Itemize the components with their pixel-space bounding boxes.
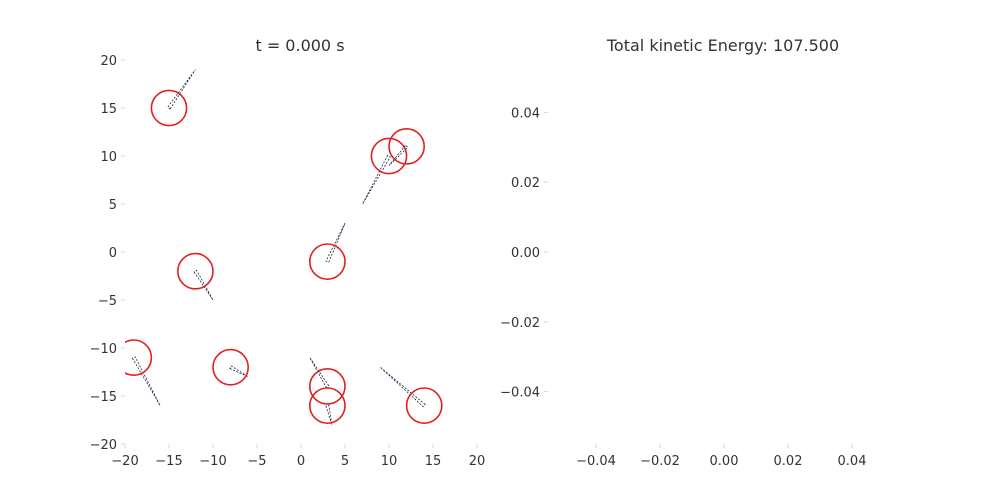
right-x-axis: −0.04 −0.02 0.00 0.02 0.04 (576, 444, 866, 469)
particle-marker (212, 348, 250, 386)
left-x-tick-label: −5 (247, 454, 266, 469)
particle-marker (150, 89, 188, 127)
particle-marker (370, 137, 408, 175)
velocity-arrow (362, 154, 391, 205)
particle-marker (388, 127, 426, 165)
right-x-tick-label: −0.02 (640, 454, 680, 469)
right-plot: Total kinetic Energy: 107.500 −0.04 −0.02… (500, 36, 866, 469)
right-y-tick-label: −0.04 (500, 386, 540, 401)
left-x-tick-label: 10 (381, 454, 398, 469)
right-x-tick-label: −0.04 (576, 454, 616, 469)
left-y-tick-label: 0 (109, 246, 117, 261)
left-x-tick-label: −15 (155, 454, 182, 469)
right-x-tick-label: 0.00 (710, 454, 739, 469)
particle-marker (405, 387, 443, 425)
right-y-tick-label: −0.02 (500, 316, 540, 331)
left-x-axis: −20 −15 −10 −5 0 5 10 15 20 (111, 444, 485, 469)
left-y-tick-label: 20 (100, 54, 117, 69)
left-x-tick-label: 5 (341, 454, 349, 469)
left-plot-title: t = 0.000 s (255, 36, 344, 55)
left-x-tick-label: 20 (469, 454, 486, 469)
velocity-arrow (325, 404, 333, 425)
velocity-arrow (193, 269, 214, 301)
left-y-tick-label: −15 (90, 390, 117, 405)
right-y-tick-label: 0.02 (511, 176, 540, 191)
left-y-tick-label: −10 (90, 342, 117, 357)
velocity-arrow (325, 223, 346, 263)
right-y-tick-label: 0.04 (511, 106, 540, 121)
left-x-tick-label: 0 (297, 454, 305, 469)
velocity-arrow (131, 356, 161, 406)
velocity-arrow (167, 69, 196, 110)
left-x-tick-label: −20 (111, 454, 138, 469)
velocity-arrow (388, 144, 409, 166)
particle-marker (176, 252, 214, 290)
right-x-tick-label: 0.04 (838, 454, 867, 469)
left-y-tick-label: 10 (100, 150, 117, 165)
particle-marker (308, 367, 346, 405)
left-x-tick-label: 15 (425, 454, 442, 469)
left-y-tick-label: −5 (98, 294, 117, 309)
left-plot-area (125, 69, 443, 425)
velocity-arrow (309, 357, 330, 388)
left-y-tick-label: 5 (109, 198, 117, 213)
left-y-tick-label: 15 (100, 102, 117, 117)
particle-marker (125, 339, 153, 376)
right-y-axis: −0.04 −0.02 0.00 0.02 0.04 (500, 106, 548, 401)
particle-marker (308, 387, 346, 425)
right-y-tick-label: 0.00 (511, 246, 540, 261)
velocity-arrow (379, 366, 426, 408)
right-plot-title: Total kinetic Energy: 107.500 (606, 36, 839, 55)
right-x-tick-label: 0.02 (774, 454, 803, 469)
left-y-tick-label: −20 (90, 438, 117, 453)
left-y-axis: −20 −15 −10 −5 0 5 10 15 20 (90, 54, 125, 453)
left-plot: t = 0.000 s −20 −15 −10 −5 0 5 10 15 20 −20 −15 −1… (90, 36, 486, 469)
particle-marker (308, 243, 346, 281)
left-x-tick-label: −10 (199, 454, 226, 469)
